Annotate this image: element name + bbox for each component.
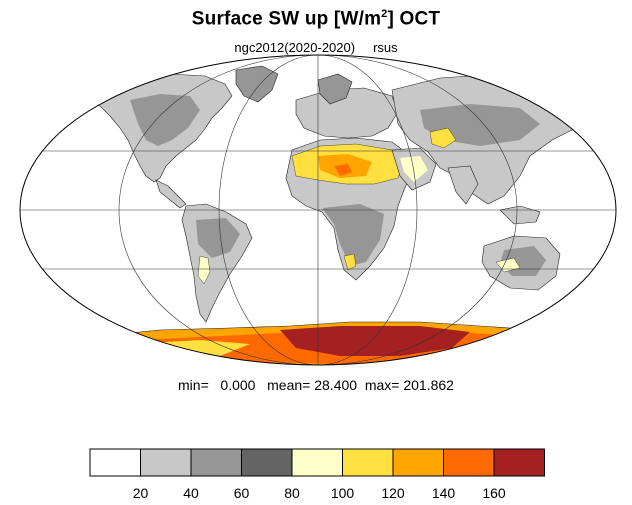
colorbar-box [291, 448, 343, 477]
africa-dark [322, 204, 384, 266]
map-title: Surface SW up [W/m2] OCT [191, 8, 441, 30]
antarctica-peak [280, 326, 470, 356]
run-label: ngc2012(2020-2020) [234, 40, 356, 55]
colorbar-tick-label: 100 [330, 485, 355, 501]
india [447, 165, 479, 205]
europe [295, 87, 399, 139]
altiplano [197, 255, 211, 285]
colorbar-box [342, 448, 394, 477]
colorbar-tick-label: 20 [132, 485, 149, 501]
central-asia-desert [429, 127, 457, 149]
colorbar-tick-label: 160 [482, 485, 506, 501]
variable-label: rsus [373, 40, 398, 55]
colorbar-box [241, 448, 293, 477]
greenland [235, 65, 279, 103]
south-america-dark [196, 218, 240, 258]
scandinavia [317, 73, 353, 105]
north-america-dark [130, 94, 200, 146]
map-subtitle: ngc2012(2020-2020) rsus [0, 40, 632, 55]
colorbar-tick-label: 60 [233, 485, 250, 501]
colorbar-box [392, 448, 444, 477]
colorbar-tick-label: 80 [284, 485, 300, 501]
colorbar-tick-label: 140 [431, 485, 456, 501]
colorbar-box [443, 448, 495, 477]
kalahari [343, 253, 357, 271]
colorbar-box [140, 448, 192, 477]
colorbar-box [89, 448, 141, 477]
sahara-hot [334, 164, 352, 176]
colorbar-tick-label: 40 [183, 485, 199, 501]
colorbar [89, 448, 545, 477]
central-america [155, 179, 187, 209]
globe-outline [19, 54, 617, 366]
colorbar-tick-label: 120 [381, 485, 405, 501]
colorbar-box [190, 448, 242, 477]
graticule [20, 55, 616, 365]
arabia-desert [400, 156, 428, 182]
stats-line: min= 0.000 mean= 28.400 max= 201.862 [178, 377, 454, 393]
colorbar-box [493, 448, 545, 477]
